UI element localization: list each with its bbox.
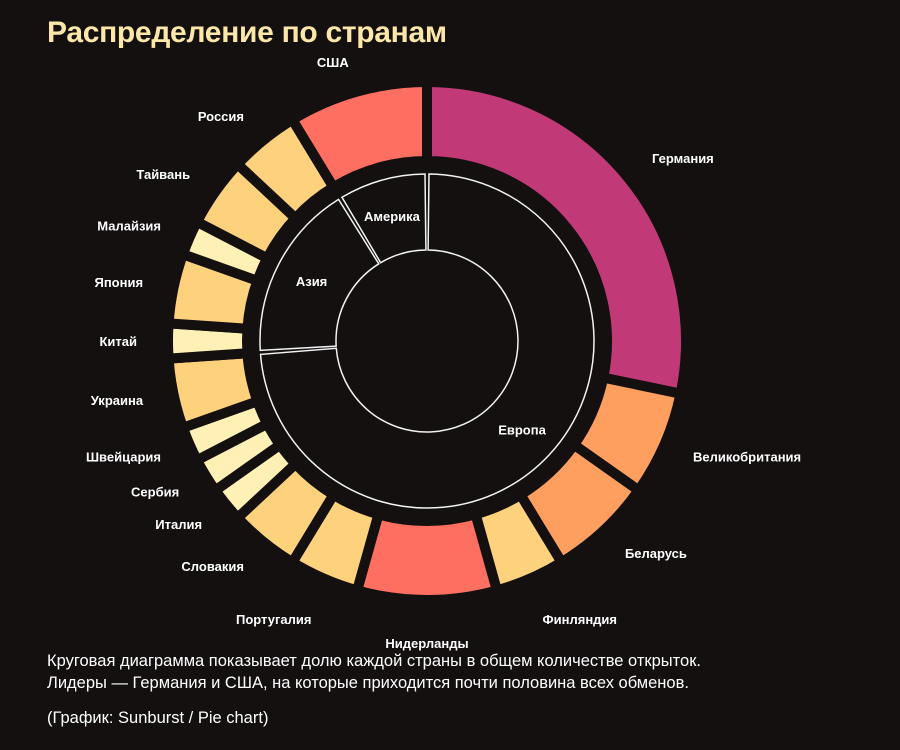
- country-label: Беларусь: [625, 546, 687, 561]
- country-label: США: [317, 55, 349, 70]
- group-segment-1: [259, 198, 380, 352]
- caption-line-2: Лидеры — Германия и США, на которые прих…: [47, 674, 689, 692]
- country-label: Великобритания: [693, 450, 801, 465]
- country-label: Швейцария: [86, 450, 161, 465]
- country-label: Украина: [91, 393, 144, 408]
- country-label: Тайвань: [136, 167, 190, 182]
- country-segment: [422, 76, 691, 400]
- country-label: Нидерланды: [385, 636, 468, 651]
- country-label: Финляндия: [543, 612, 617, 627]
- country-label: Китай: [99, 334, 137, 349]
- caption-source: (График: Sunburst / Pie chart): [47, 709, 269, 727]
- country-label: Италия: [155, 517, 202, 532]
- country-segment: [285, 76, 432, 195]
- country-label: Япония: [94, 275, 143, 290]
- group-label: Америка: [364, 209, 421, 224]
- group-segment-2: [340, 173, 427, 264]
- country-label: Малайзия: [97, 218, 161, 233]
- group-label: Азия: [296, 274, 327, 289]
- country-label: Португалия: [236, 612, 311, 627]
- country-label: Сербия: [131, 485, 179, 500]
- country-label: Германия: [652, 151, 714, 166]
- country-label: Словакия: [181, 559, 244, 574]
- caption-line-1: Круговая диаграмма показывает долю каждо…: [47, 652, 702, 670]
- group-label: Европа: [498, 423, 546, 438]
- chart-title: Распределение по странам: [47, 16, 447, 49]
- caption: Круговая диаграмма показывает долю каждо…: [47, 650, 701, 729]
- country-label: Россия: [198, 109, 244, 124]
- group-segment-0: [259, 173, 595, 509]
